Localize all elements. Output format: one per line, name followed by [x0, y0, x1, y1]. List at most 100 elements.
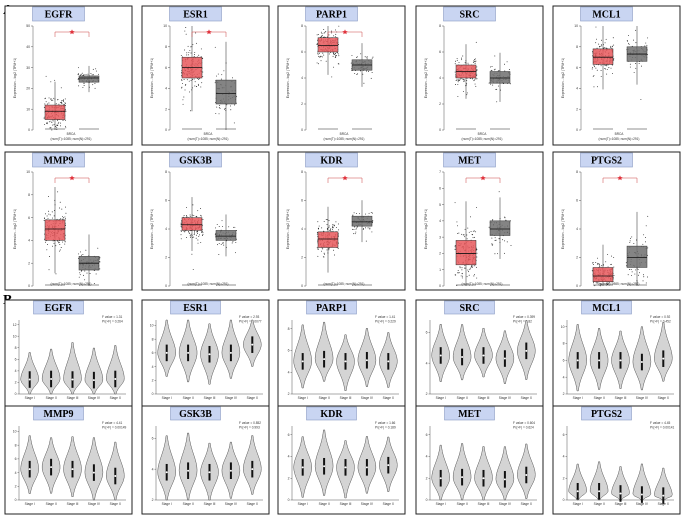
tumor-point — [186, 79, 188, 81]
y-tick-label: 4 — [165, 87, 167, 91]
tumor-point — [613, 59, 615, 61]
tumor-point — [43, 220, 45, 221]
tumor-point — [64, 218, 66, 220]
y-tick-label: 12 — [13, 323, 17, 327]
tumor-point — [596, 38, 597, 40]
stage-label: Stage I — [298, 396, 308, 400]
normal-point — [78, 257, 79, 259]
tumor-point — [180, 54, 182, 56]
y-tick-label: 0 — [576, 128, 578, 132]
anova-stat: Pr(>F) = 0.189 — [375, 426, 396, 430]
normal-point — [372, 56, 374, 58]
tumor-point — [598, 263, 600, 265]
tumor-point — [591, 270, 593, 272]
gene-label-box — [33, 406, 84, 421]
gene-label-box — [581, 300, 632, 315]
normal-point — [219, 105, 221, 107]
normal-point — [87, 73, 89, 75]
y-tick-label: 10 — [13, 430, 17, 434]
tumor-point — [196, 216, 198, 218]
normal-point — [625, 262, 627, 264]
tumor-point — [317, 63, 319, 65]
tumor-point — [50, 98, 52, 99]
normal-point — [491, 244, 493, 246]
tumor-point — [601, 265, 603, 267]
y-tick-label: 2 — [439, 102, 441, 106]
normal-point — [231, 77, 233, 79]
tumor-point — [333, 35, 335, 37]
tumor-point — [55, 103, 57, 105]
tumor-point — [458, 80, 460, 81]
tumor-point — [462, 55, 464, 57]
normal-point — [365, 227, 366, 229]
violin-4 — [84, 347, 104, 395]
tumor-point — [461, 267, 463, 269]
normal-point — [645, 241, 646, 243]
normal-point — [228, 226, 230, 228]
y-tick-label: 4 — [288, 455, 290, 459]
tumor-point — [185, 84, 187, 86]
sample-size-label: (num(T)=1085; num(N)=291) — [324, 282, 365, 286]
y-tick-label: 4 — [439, 76, 441, 80]
normal-point — [500, 89, 502, 91]
stage-label: Stage III — [67, 502, 79, 506]
normal-point — [215, 75, 217, 77]
y-tick-label: 0 — [15, 392, 17, 396]
y-tick-label: 2 — [288, 476, 290, 480]
stage-label: Stage IV — [499, 396, 512, 400]
tumor-point — [454, 71, 456, 73]
tumor-point — [59, 207, 60, 209]
tumor-point — [52, 124, 54, 126]
gene-label-box — [580, 152, 633, 168]
tumor-point — [186, 207, 187, 208]
tumor-point — [55, 273, 57, 275]
normal-point — [89, 272, 91, 274]
tumor-point — [323, 252, 325, 254]
y-tick-label: 4 — [563, 375, 565, 379]
y-tick-label: 2 — [165, 256, 167, 260]
stage-label: Stage III — [67, 396, 79, 400]
normal-point — [355, 231, 357, 233]
normal-point — [637, 274, 639, 276]
tumor-point — [57, 99, 59, 101]
tumor-point — [474, 61, 476, 63]
tumor-point — [473, 60, 475, 62]
normal-point — [222, 242, 223, 244]
tumor-point — [46, 122, 48, 124]
tumor-point — [464, 265, 466, 266]
tumor-point — [600, 285, 602, 287]
tumor-point — [202, 58, 204, 59]
violin-median-dot — [208, 353, 211, 356]
y-tick-label: 6 — [165, 66, 167, 70]
tumor-point — [202, 232, 204, 234]
stage-label: Stage II — [183, 396, 194, 400]
tumor-point — [457, 84, 459, 85]
tumor-point — [58, 241, 60, 243]
stage-label: Stage II — [46, 502, 57, 506]
normal-point — [369, 228, 371, 230]
y-tick-label: 2 — [165, 107, 167, 111]
tumor-point — [455, 274, 457, 276]
tumor-point — [50, 81, 52, 83]
normal-point — [635, 239, 637, 241]
gene-label: SRC — [459, 10, 479, 21]
y-tick-label: 3 — [439, 235, 441, 239]
normal-point — [216, 223, 218, 225]
anova-stat: Pr(>F) = 0.624 — [513, 426, 534, 430]
normal-point — [635, 42, 637, 44]
tumor-point — [61, 208, 63, 210]
anova-stat: F value = 4.41 — [102, 421, 123, 425]
tumor-point — [64, 243, 66, 245]
violin-median-dot — [323, 465, 326, 468]
stage-label: Stage I — [25, 502, 35, 506]
tumor-point — [460, 78, 462, 80]
y-tick-label: 8 — [576, 45, 578, 49]
boxplot-panel-parp1: PARP1 0 2 4 6 8 Expression - log2 (TPM+1) BRCA(… — [277, 5, 406, 146]
violin-median-dot — [365, 359, 368, 362]
violin-median-dot — [482, 477, 485, 480]
normal-point — [495, 239, 497, 241]
tumor-point — [328, 247, 330, 249]
tumor-point — [454, 202, 456, 204]
stage-label: Stage IV — [225, 502, 238, 506]
